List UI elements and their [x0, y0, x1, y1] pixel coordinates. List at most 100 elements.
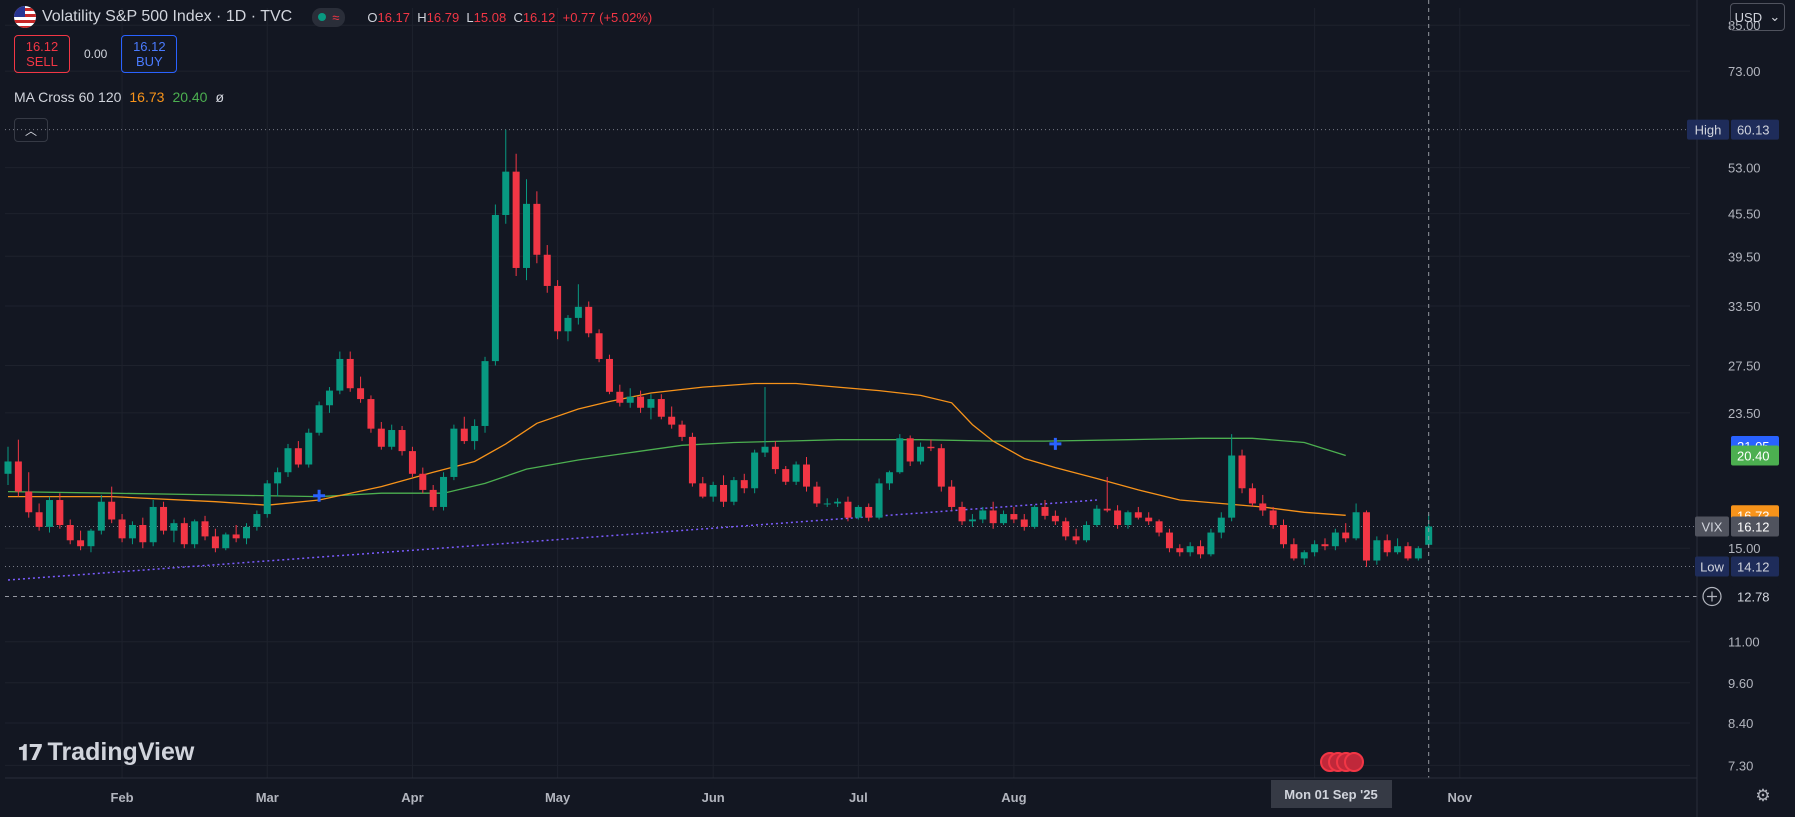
- crosshair-date-box: [1271, 780, 1392, 808]
- cross-markers: [313, 437, 1062, 502]
- candle-body: [720, 484, 728, 502]
- chart-grid: [5, 24, 1690, 766]
- candle-body: [813, 486, 821, 504]
- buy-label: BUY: [135, 54, 163, 69]
- price-label-name-box: [1687, 119, 1729, 140]
- candle-body: [66, 525, 74, 541]
- x-tick-label: Jun: [702, 790, 725, 805]
- chart-settings-icon[interactable]: ⚙: [1755, 786, 1771, 805]
- tradingview-logo[interactable]: 𝟏𝟳 TradingView: [18, 738, 194, 767]
- indicator-legend[interactable]: MA Cross 60 120 16.73 20.40 ø: [14, 89, 224, 105]
- y-tick-label: 45.50: [1728, 207, 1761, 222]
- change-value: +0.77 (+5.02%): [562, 9, 653, 25]
- high-value: 16.79: [426, 9, 460, 25]
- candle-body: [108, 501, 116, 520]
- candle-body: [170, 523, 178, 531]
- price-label-value: 14.12: [1737, 559, 1770, 574]
- candle-body: [502, 171, 510, 215]
- y-axis[interactable]: 85.00 73.00 53.00 45.50 39.50 33.50 27.50 23.50…: [1696, 0, 1761, 817]
- x-axis[interactable]: FebMarAprMayJunJulAugOctNovMon 01 Sep '2…: [5, 777, 1697, 808]
- candle-body: [1342, 532, 1350, 539]
- candle-body: [1155, 521, 1163, 533]
- candle-body: [740, 480, 748, 489]
- candle-body: [77, 540, 85, 547]
- candle-body: [595, 333, 603, 359]
- candle-body: [450, 428, 458, 477]
- candle-body: [979, 510, 987, 520]
- tradingview-icon: 𝟏𝟳: [18, 739, 44, 765]
- candle-body: [1207, 532, 1215, 555]
- wave-icon: ≈: [332, 9, 340, 25]
- price-label-box: [1731, 586, 1779, 607]
- candle-body: [1000, 514, 1008, 524]
- candle-body: [958, 506, 966, 522]
- open-value: 16.17: [377, 9, 411, 25]
- candle-body: [128, 525, 136, 539]
- candle-body: [45, 500, 53, 527]
- candle-body: [460, 428, 468, 442]
- y-tick-label: 11.00: [1728, 635, 1760, 650]
- candle-body: [834, 501, 842, 504]
- candle-body: [56, 500, 64, 526]
- candle-body: [87, 530, 95, 547]
- ma-cross-marker: [1049, 437, 1062, 450]
- candle-body: [1082, 525, 1090, 541]
- price-labels: 60.13High21.0520.4016.7316.12VIX14.12Low…: [1687, 119, 1779, 607]
- candle-body: [616, 391, 624, 403]
- market-open-icon: [318, 13, 327, 21]
- y-tick-label: 33.50: [1728, 299, 1761, 314]
- candle-body: [305, 432, 313, 465]
- candle-body: [1062, 521, 1070, 537]
- y-tick-label: 7.30: [1728, 758, 1753, 773]
- moving-averages: [7, 382, 1346, 516]
- candle-body: [388, 430, 396, 447]
- trend-line[interactable]: [7, 499, 1097, 581]
- candle-body: [1176, 548, 1184, 553]
- x-tick-label: Jul: [849, 790, 868, 805]
- economic-events[interactable]: [1320, 752, 1364, 772]
- candle-body: [1300, 552, 1308, 559]
- high-low-lines: [5, 129, 1697, 567]
- candle-body: [211, 536, 219, 549]
- add-alert-icon: [1702, 586, 1722, 607]
- buy-button[interactable]: 16.12 BUY: [121, 35, 178, 73]
- price-label-name-box: [1695, 556, 1729, 577]
- candle-body: [14, 461, 22, 492]
- candle-body: [1051, 515, 1059, 522]
- candle-body: [1259, 503, 1267, 511]
- logo-text: TradingView: [47, 738, 195, 766]
- currency-select[interactable]: USD ⌄: [1730, 3, 1785, 31]
- collapse-legend-button[interactable]: ︿: [14, 118, 48, 142]
- currency-label: USD: [1734, 9, 1763, 25]
- candle-body: [709, 484, 717, 497]
- candle-body: [751, 452, 759, 489]
- trade-panel: 16.12 SELL 0.00 16.12 BUY: [14, 35, 178, 73]
- ma-fast-value: 16.73: [129, 89, 165, 105]
- candle-body: [284, 448, 292, 473]
- candle-body: [377, 428, 385, 447]
- candle-body: [1186, 546, 1194, 553]
- price-label-box: [1731, 119, 1779, 140]
- event-flag-icon[interactable]: [1344, 752, 1364, 772]
- candle-body: [688, 436, 696, 484]
- x-tick-label: May: [545, 790, 571, 805]
- buy-price: 16.12: [133, 39, 166, 54]
- symbol-title[interactable]: Volatility S&P 500 Index · 1D · TVC: [42, 8, 293, 25]
- candle-body: [180, 523, 188, 545]
- candle-body: [1238, 455, 1246, 489]
- price-label-box: [1731, 556, 1779, 577]
- price-label-value: 60.13: [1737, 123, 1770, 138]
- sell-button[interactable]: 16.12 SELL: [14, 35, 70, 73]
- candle-body: [1321, 544, 1329, 547]
- candle-body: [761, 446, 769, 453]
- candle-body: [1414, 548, 1422, 559]
- close-value: 16.12: [522, 9, 556, 25]
- y-tick-label: 8.40: [1728, 716, 1753, 731]
- candle-body: [1031, 506, 1039, 527]
- market-status-pill[interactable]: ≈: [312, 7, 346, 27]
- candle-body: [647, 399, 655, 408]
- crosshair: [5, 0, 1722, 778]
- candle-body: [357, 388, 365, 400]
- crosshair-date-label: Mon 01 Sep '25: [1284, 787, 1377, 802]
